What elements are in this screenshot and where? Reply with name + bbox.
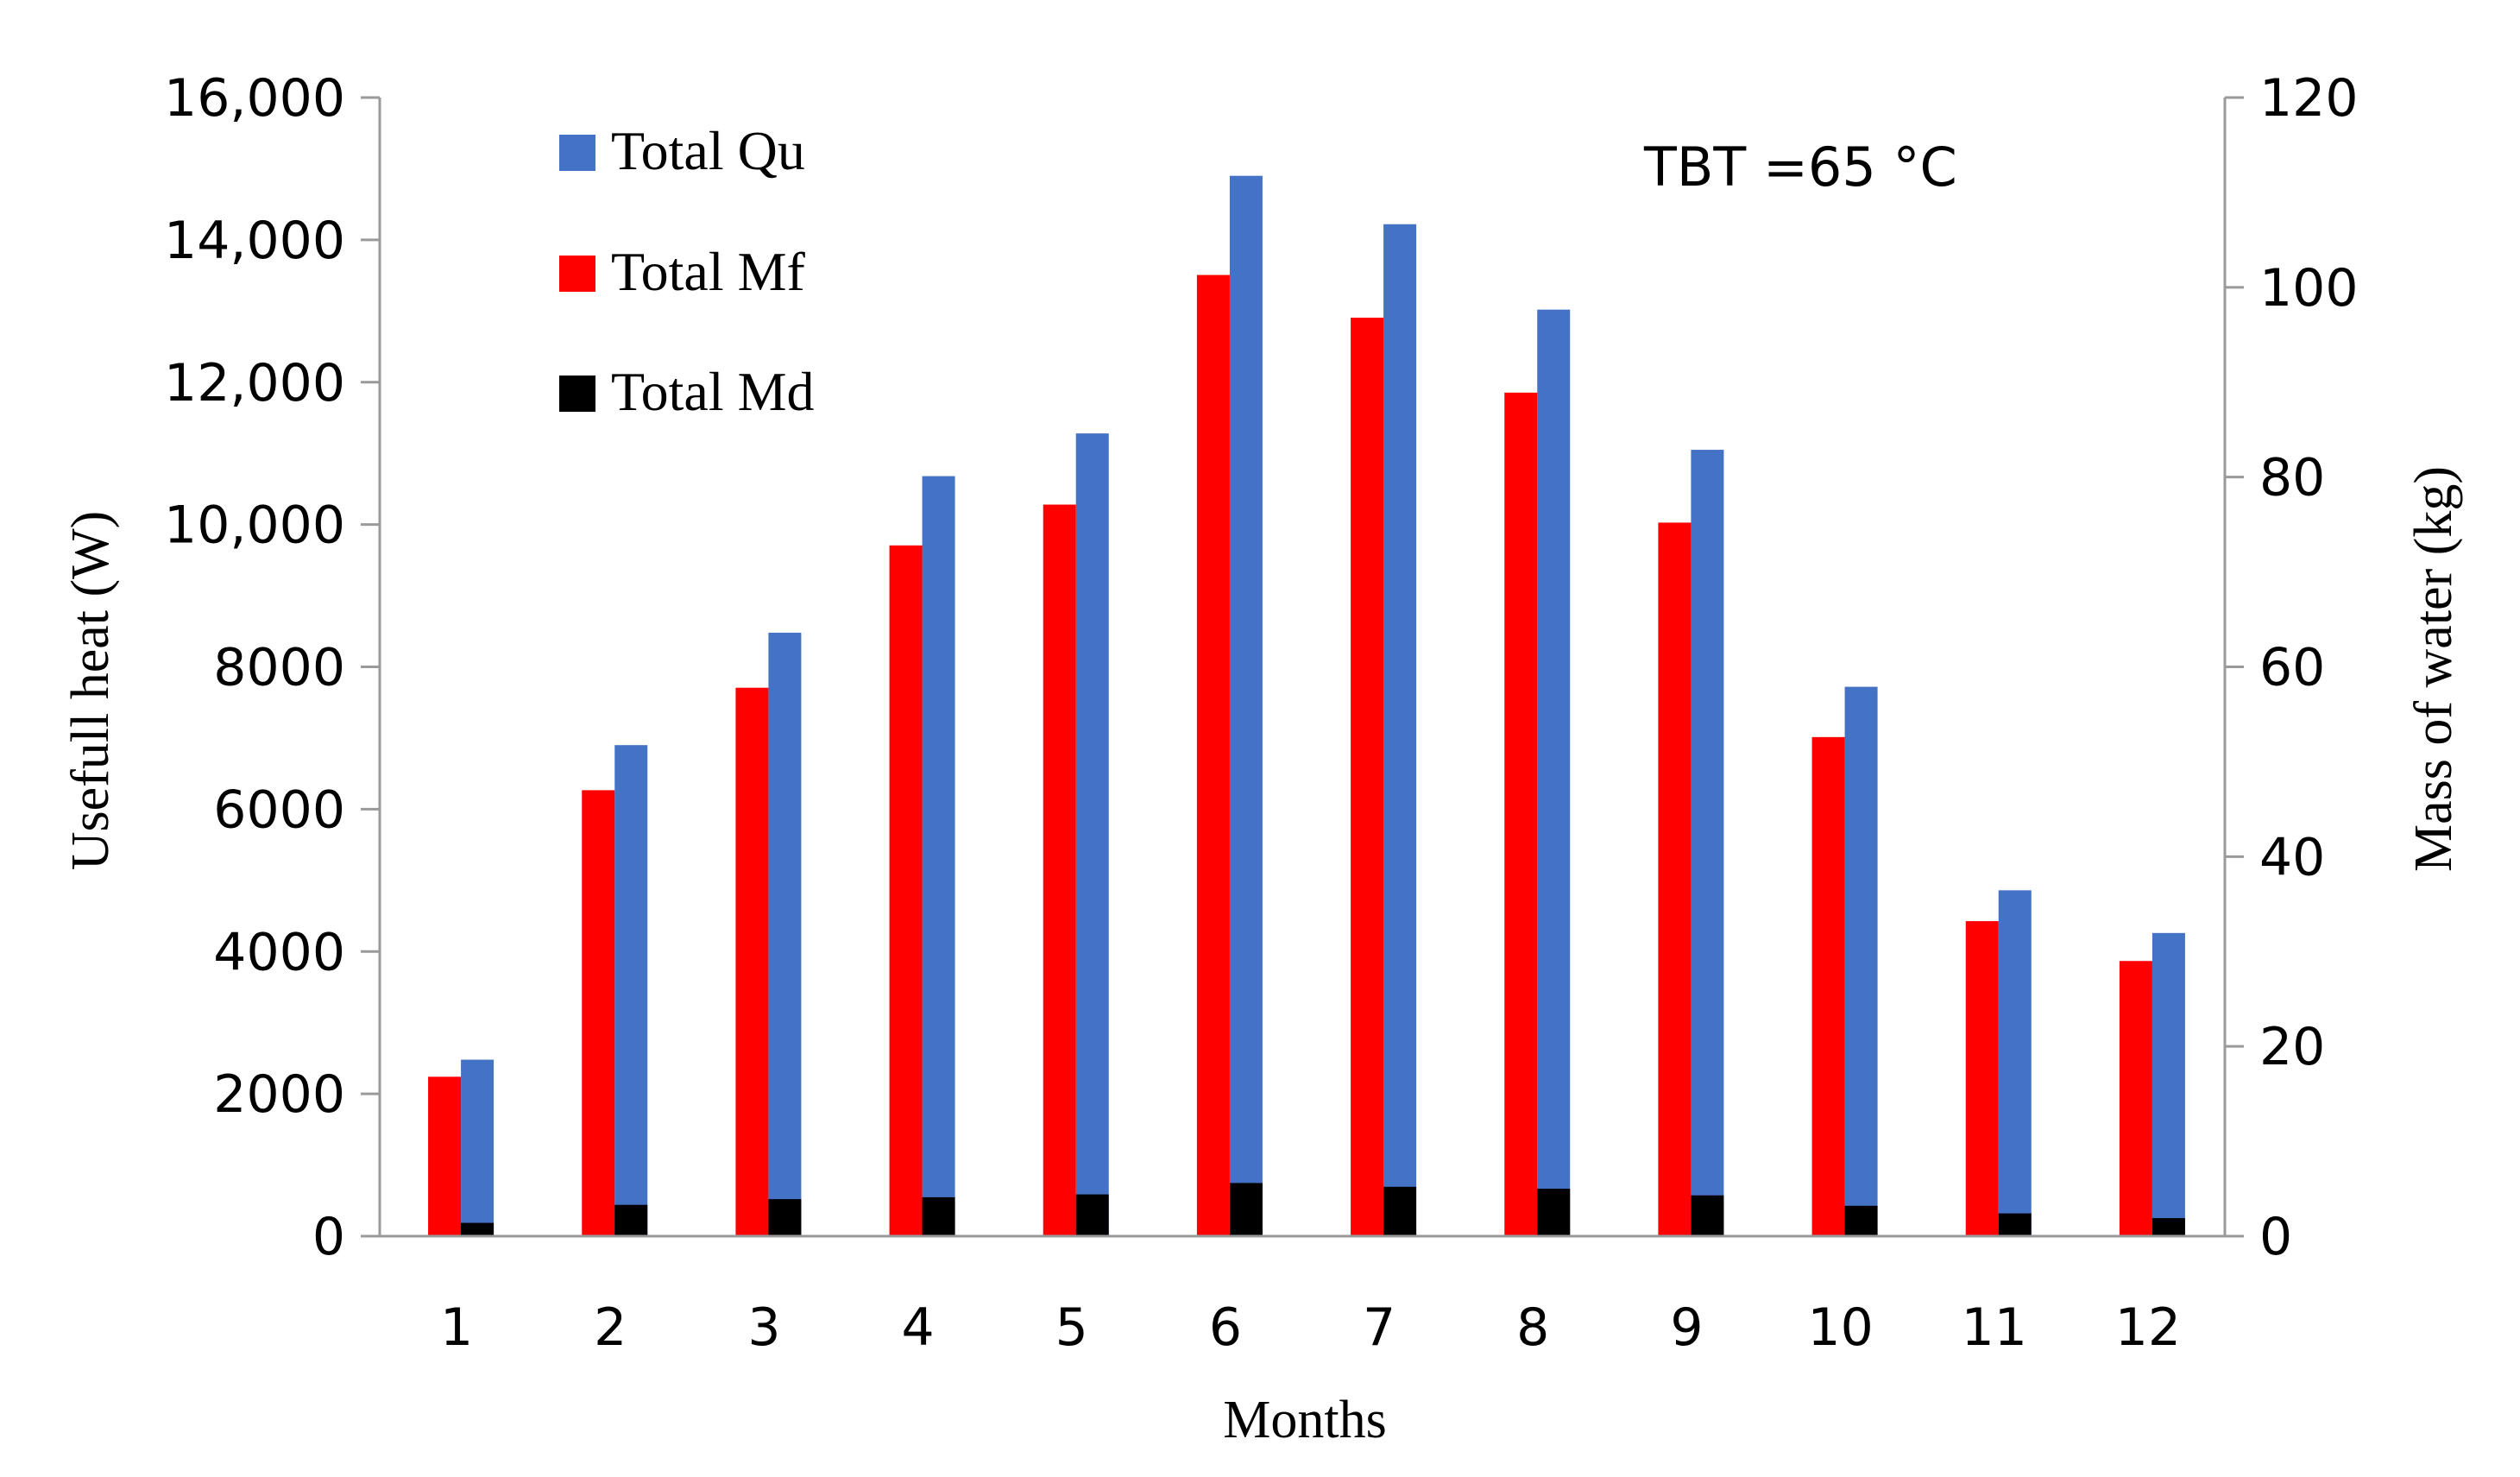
bar-total-md-month-10 [1844,1205,1878,1236]
left-tick-label: 6000 [213,780,345,840]
right-tick-label: 40 [2259,827,2325,887]
bar-total-qu-month-7 [1383,224,1417,1236]
bar-total-mf-month-1 [428,1076,462,1236]
bar-total-qu-month-5 [1075,433,1109,1237]
bar-total-md-month-3 [768,1199,802,1236]
legend-label-total-md: Total Md [611,361,815,422]
left-tick-label: 14,000 [164,211,345,271]
bar-total-md-month-11 [1998,1213,2032,1236]
right-tick-label: 120 [2259,68,2359,129]
bar-total-qu-month-10 [1844,686,1878,1236]
bar-total-mf-month-2 [582,790,615,1236]
legend-label-total-mf: Total Mf [611,241,806,302]
bar-total-mf-month-3 [735,687,769,1236]
bar-total-mf-month-12 [2119,961,2152,1236]
right-tick-label: 0 [2259,1207,2292,1267]
bars-layer [428,175,2185,1237]
x-tick-label: 6 [1209,1297,1242,1358]
bar-total-mf-month-11 [1965,921,1999,1236]
x-tick-label: 2 [594,1297,627,1358]
x-tick-label: 4 [901,1297,934,1358]
legend: Total Qu Total Mf Total Md [559,120,815,422]
bar-total-md-month-2 [614,1204,648,1236]
bar-total-mf-month-6 [1196,275,1230,1236]
left-tick-label: 4000 [213,922,345,982]
bar-total-md-month-7 [1383,1186,1417,1236]
bar-total-md-month-5 [1075,1194,1109,1236]
bar-total-qu-month-8 [1537,309,1571,1236]
x-tick-label: 10 [1807,1297,1873,1358]
left-tick-label: 10,000 [164,495,345,556]
right-tick-label: 100 [2259,258,2359,319]
bar-total-mf-month-4 [889,545,923,1236]
bar-total-qu-month-3 [768,632,802,1236]
bar-total-mf-month-9 [1658,522,1692,1236]
right-tick-label: 20 [2259,1017,2325,1077]
left-tick-label: 8000 [213,638,345,698]
legend-swatch-total-qu [559,135,595,171]
bar-total-qu-month-11 [1998,890,2032,1236]
left-tick-label: 16,000 [164,68,345,129]
bar-total-mf-month-10 [1811,736,1845,1236]
left-axis-title: Usefull heat (W) [61,511,120,871]
x-tick-label: 12 [2115,1297,2181,1358]
tbt-annotation: TBT =65 °C [1643,136,1957,199]
x-tick-label: 9 [1670,1297,1703,1358]
x-tick-label: 11 [1962,1297,2027,1358]
left-tick-label: 12,000 [164,353,345,413]
bar-total-qu-month-12 [2151,932,2185,1236]
bar-total-md-month-12 [2151,1218,2185,1236]
bar-total-mf-month-8 [1504,392,1538,1236]
legend-swatch-total-mf [559,256,595,292]
left-tick-label: 2000 [213,1064,345,1125]
x-tick-label: 3 [747,1297,780,1358]
x-tick-label: 8 [1516,1297,1549,1358]
right-tick-label: 80 [2259,448,2325,508]
x-tick-label: 5 [1055,1297,1088,1358]
bar-total-md-month-8 [1537,1189,1571,1236]
ticks-layer: 0 2000 4000 6000 8000 10,000 12,000 14,000 16,00… [164,68,2358,1358]
bar-total-md-month-4 [922,1196,955,1236]
right-tick-label: 60 [2259,638,2325,698]
bar-total-md-month-9 [1691,1195,1724,1236]
right-axis-title: Mass of water (kg) [2404,466,2463,872]
x-tick-label: 1 [440,1297,473,1358]
bar-total-md-month-6 [1229,1183,1263,1236]
x-axis-title: Months [1223,1391,1386,1449]
bar-total-mf-month-7 [1351,318,1384,1237]
bar-total-qu-month-1 [461,1059,495,1236]
bar-total-qu-month-4 [922,476,955,1236]
bar-total-mf-month-5 [1043,504,1076,1236]
bar-total-qu-month-6 [1229,175,1263,1236]
bar-total-md-month-1 [461,1222,495,1236]
legend-label-total-qu: Total Qu [611,120,805,181]
bar-total-qu-month-2 [614,745,648,1236]
legend-swatch-total-md [559,376,595,412]
left-tick-label: 0 [312,1207,345,1267]
bar-total-qu-month-9 [1691,450,1724,1236]
x-tick-label: 7 [1363,1297,1395,1358]
